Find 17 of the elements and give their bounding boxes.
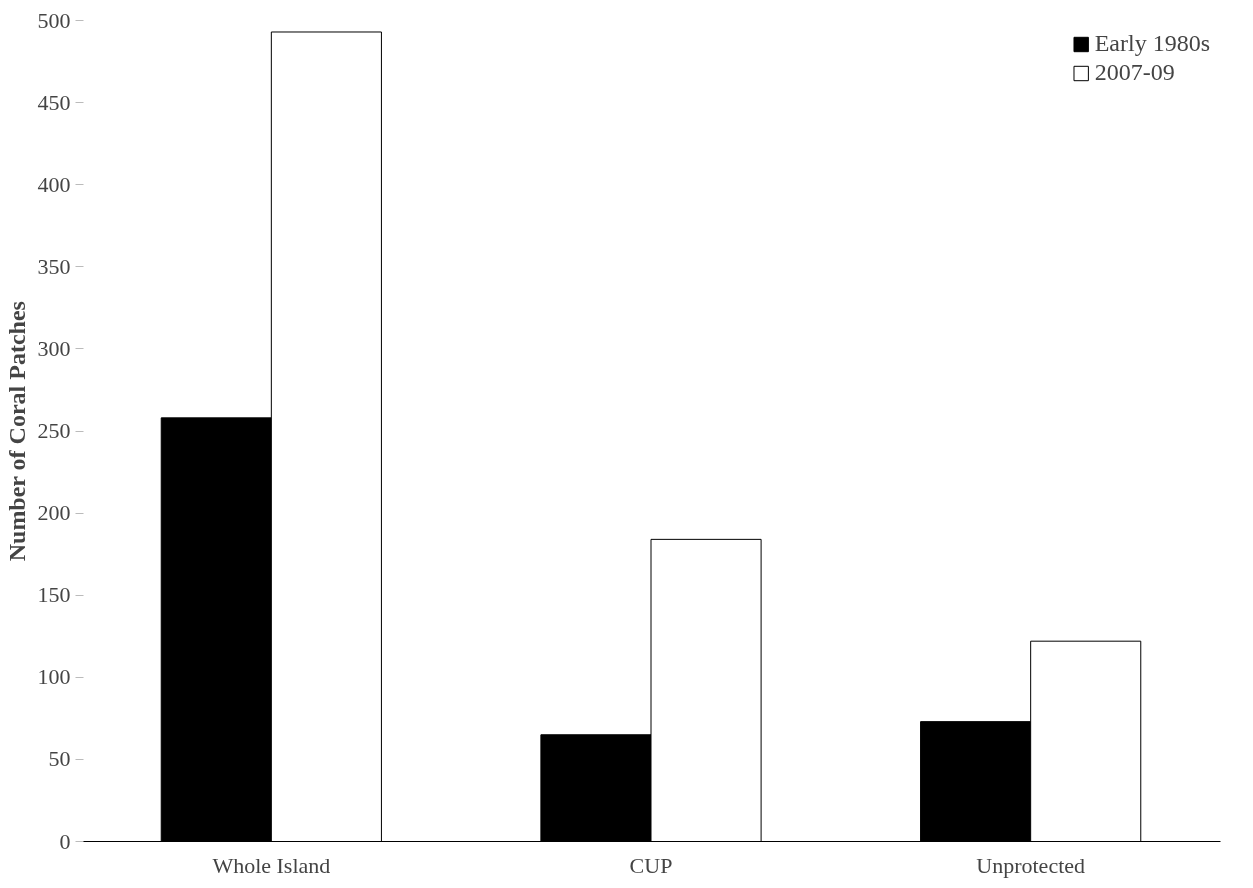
y-tick-label: 500 xyxy=(37,7,71,33)
legend-label: 2007-09 xyxy=(1094,59,1175,86)
y-tick-label: 50 xyxy=(48,746,71,772)
y-tick-label: 450 xyxy=(37,89,71,115)
y-tick-label: 0 xyxy=(59,828,71,854)
y-tick-label: 300 xyxy=(37,335,71,361)
x-tick-label: Whole Island xyxy=(212,852,331,878)
y-tick-label: 200 xyxy=(37,500,71,526)
legend-label: Early 1980s xyxy=(1094,30,1210,57)
y-tick-label: 400 xyxy=(37,171,71,197)
y-tick-label: 150 xyxy=(37,582,71,608)
y-axis-title: Number of Coral Patches xyxy=(3,301,30,562)
y-tick-label: 250 xyxy=(37,418,71,443)
y-tick-label: 350 xyxy=(37,253,71,279)
x-tick-label: Unprotected xyxy=(976,852,1086,878)
y-tick-label: 100 xyxy=(37,664,71,690)
x-tick-label: CUP xyxy=(629,852,673,878)
